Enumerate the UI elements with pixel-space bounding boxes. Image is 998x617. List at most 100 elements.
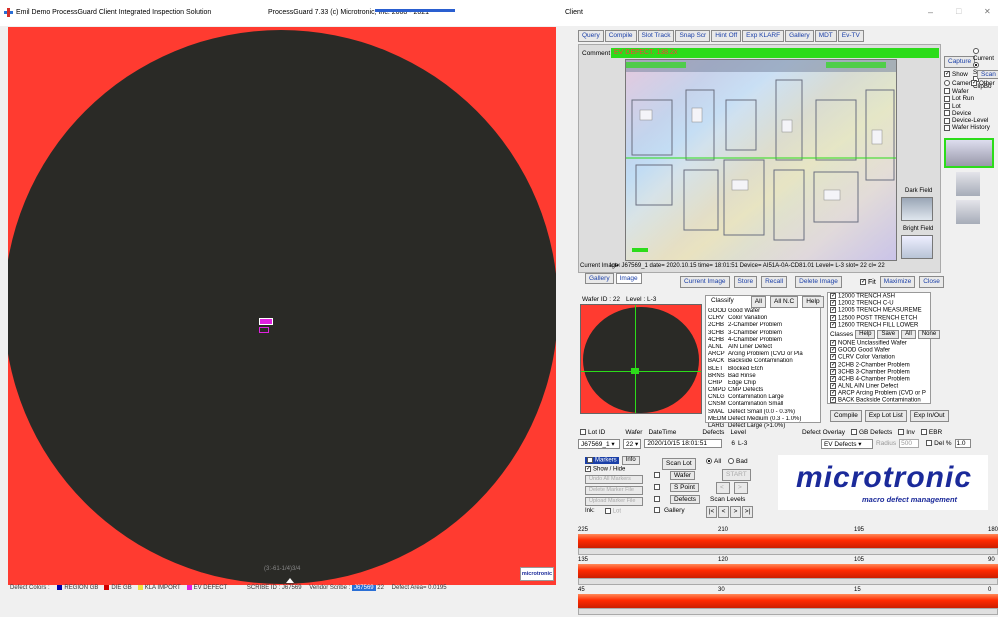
history-option[interactable]: Lot Run <box>944 95 990 102</box>
capture-button[interactable]: Capture <box>944 56 976 68</box>
edge-strip-image[interactable] <box>578 564 998 578</box>
edge-strip-image[interactable] <box>578 594 998 608</box>
defect-marker[interactable] <box>259 318 273 325</box>
export-in-out-button[interactable]: Exp In/Out <box>909 410 949 422</box>
scan-nav-button[interactable]: >| <box>742 506 753 518</box>
scan-wafer-check[interactable]: Wafer <box>654 471 696 481</box>
camera-radio[interactable]: Camera <box>944 80 974 87</box>
scan-levels-button[interactable]: Scan Levels <box>710 496 746 503</box>
other-check[interactable]: Other <box>971 80 995 87</box>
classify-item[interactable]: CNSM Contamination Small <box>708 401 784 408</box>
toolbar-button[interactable]: Gallery <box>785 30 814 42</box>
history-option[interactable]: Wafer History <box>944 124 990 131</box>
del-input[interactable]: 1.0 <box>954 439 971 448</box>
class-item[interactable]: GOOD Good Wafer <box>830 347 930 354</box>
classify-help-button[interactable]: Help <box>802 296 824 308</box>
history-option[interactable]: Wafer <box>944 88 990 95</box>
history-option[interactable]: Device-Level <box>944 117 990 124</box>
classify-item[interactable]: 3CHB 3-Chamber Problem <box>708 329 783 336</box>
classify-item[interactable]: ARCP Arcing Problem (CVD or Pla <box>708 351 803 358</box>
show-check[interactable]: Show <box>944 71 968 78</box>
close-button[interactable]: ✕ <box>984 7 991 16</box>
recall-button[interactable]: Recall <box>761 276 788 288</box>
classify-item[interactable]: BLET Blocked Etch <box>708 365 764 372</box>
scan-bad-radio[interactable]: Bad <box>728 458 748 465</box>
maximize-image-button[interactable]: Maximize <box>879 276 916 288</box>
scan-lot-button[interactable]: Scan Lot <box>662 458 696 470</box>
class-item[interactable]: 3CHB 3-Chamber Problem <box>830 368 930 376</box>
class-item[interactable]: NONE Unclassified Wafer <box>830 339 930 347</box>
classify-item[interactable]: ALNL AIN Liner Defect <box>708 343 773 350</box>
strip-scrollbar[interactable] <box>578 578 998 585</box>
scan-nav-button[interactable]: < <box>718 506 729 518</box>
toolbar-button[interactable]: Query <box>578 30 604 42</box>
history-option[interactable]: Lot <box>944 103 990 110</box>
gb-defects-check[interactable]: GB Defects <box>850 429 892 436</box>
classes-list[interactable]: NONE Unclassified WaferGOOD Good WaferCL… <box>828 339 930 405</box>
scan-nav-button[interactable]: > <box>730 506 741 518</box>
class-item[interactable]: 2CHB 2-Chamber Problem <box>830 361 930 369</box>
markers-check[interactable]: Markers <box>585 457 619 464</box>
toolbar-button[interactable]: Snap Scr <box>675 30 711 42</box>
class-item[interactable]: 4CHB 4-Chamber Problem <box>830 375 930 383</box>
scan-all-radio[interactable]: All <box>706 458 721 465</box>
scan-nav-button[interactable]: |< <box>706 506 717 518</box>
compile-button[interactable]: Compile <box>830 410 862 422</box>
overlay-select[interactable]: EV Defects ▾ <box>820 438 873 449</box>
current-image-button[interactable]: Current Image <box>680 276 730 288</box>
classify-list[interactable]: GOOD Good Wafer CLRV Color Variation 2CHB 2-C… <box>706 308 820 430</box>
radius-input[interactable]: 500 <box>899 439 920 448</box>
classify-item[interactable]: MEDM Defect Medium (0.3 - 1.0%) <box>708 415 802 422</box>
classify-item[interactable]: GOOD Good Wafer <box>708 308 761 314</box>
export-lot-list-button[interactable]: Exp Lot List <box>864 410 907 422</box>
thumbnail-selected[interactable] <box>944 138 994 168</box>
ebr-check[interactable]: EBR <box>920 429 942 436</box>
inv-check[interactable]: Inv <box>898 429 915 436</box>
thumbnail-2[interactable] <box>956 200 980 224</box>
toolbar-button[interactable]: Compile <box>604 30 637 42</box>
toolbar-button[interactable]: Slot Track <box>637 30 675 42</box>
scan-start-button[interactable]: START <box>722 469 751 481</box>
classify-item[interactable]: CLRV Color Variation <box>708 315 768 322</box>
classify-item[interactable]: BRNS Bad Rinse <box>708 372 756 379</box>
class-item[interactable]: ALNL AIN Liner Defect <box>830 383 930 390</box>
comment-field[interactable]: EV DEFECT. 138.2x <box>611 48 939 58</box>
close-image-button[interactable]: Close <box>919 276 944 288</box>
minimap-defect[interactable] <box>631 368 639 374</box>
scan-spoint-check[interactable]: S Point <box>654 483 699 493</box>
show-hide-check[interactable]: Show / Hide <box>585 466 643 473</box>
classify-item[interactable]: 4CHB 4-Chamber Problem <box>708 336 783 343</box>
tab-image[interactable]: Image <box>615 273 642 284</box>
classify-all-button[interactable]: All <box>750 296 766 308</box>
maximize-button[interactable]: □ <box>956 6 962 16</box>
toolbar-button[interactable]: Hint Off <box>711 30 742 42</box>
class-item[interactable]: BACK Backside Contamination <box>830 397 930 404</box>
scan-prev-button[interactable]: < <box>716 482 730 494</box>
ink-lot-check[interactable]: Lot <box>604 507 621 514</box>
delete-image-button[interactable]: Delete Image <box>795 276 842 288</box>
wafer-minimap[interactable] <box>580 304 702 414</box>
classes-all-button[interactable]: All <box>901 329 916 339</box>
classify-item[interactable]: CMPD CMP Defects <box>708 387 764 394</box>
class-item[interactable]: CLRV Color Variation <box>830 354 930 361</box>
strip-scrollbar[interactable] <box>578 548 998 555</box>
scan-gallery-check[interactable]: Gallery <box>654 507 685 514</box>
microscope-image[interactable] <box>625 59 897 261</box>
dark-field-thumb[interactable] <box>901 197 933 221</box>
bright-field-thumb[interactable] <box>901 235 933 259</box>
classify-item[interactable]: BACK Backside Contamination <box>708 358 793 365</box>
classify-item[interactable]: CHIP Edge Chip <box>708 379 757 386</box>
recipe-item[interactable]: 12005 TRENCH MEASUREME <box>830 307 930 314</box>
fit-checkbox[interactable]: Fit <box>860 279 876 286</box>
classify-item[interactable]: SMAL Defect Small (0.0 - 0.3%) <box>708 408 796 415</box>
classes-save-button[interactable]: Save <box>877 329 900 339</box>
scan-defects-check[interactable]: Defects <box>654 495 701 505</box>
toolbar-button[interactable]: MDT <box>814 30 837 42</box>
delete-marker-file-button[interactable]: Delete Marker File <box>585 485 643 495</box>
minimize-button[interactable]: – <box>928 7 934 17</box>
recipe-item[interactable]: 12500 POST TRENCH ETCH <box>830 314 930 322</box>
current-radio[interactable]: Current <box>973 48 998 62</box>
history-option[interactable]: Device <box>944 110 990 117</box>
classes-none-button[interactable]: None <box>917 329 941 339</box>
recipe-item[interactable]: 12000 TRENCH ASH <box>830 293 930 300</box>
